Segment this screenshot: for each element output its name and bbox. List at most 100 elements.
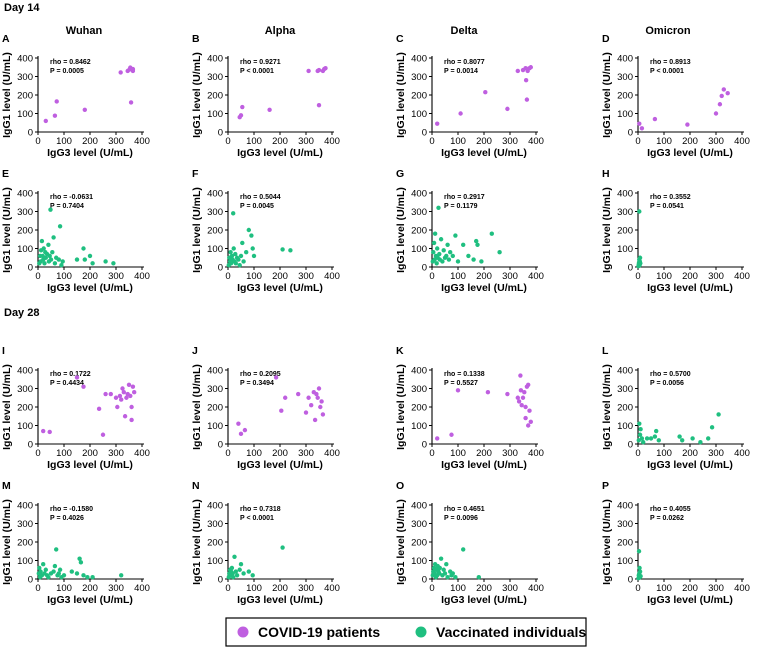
panel-k-ytick-label: 300 — [411, 384, 427, 395]
panel-d-ytick-label: 0 — [628, 127, 633, 138]
panel-c-xtick-label: 0 — [429, 136, 434, 147]
panel-d-point-6 — [719, 93, 724, 99]
panel-o-point-23 — [476, 574, 481, 580]
panel-p-y-label: IgG1 level (U/mL) — [601, 499, 613, 585]
panel-n-ytick-label: 100 — [207, 556, 223, 567]
panel-g-point-2 — [431, 240, 437, 246]
panel-m-point-16 — [57, 567, 63, 572]
panel-b-ytick-label: 300 — [207, 72, 223, 83]
panel-k-ytick-label: 200 — [411, 402, 427, 413]
panel-l-point-12 — [680, 438, 685, 443]
panel-b-xtick-label: 200 — [272, 136, 288, 147]
panel-o-point-15 — [442, 571, 448, 576]
panel-i-point-6 — [103, 391, 108, 397]
panel-e-xtick-label: 400 — [134, 271, 150, 282]
panel-d-x-label: IgG3 level (U/mL) — [647, 147, 733, 159]
panel-i-x-label: IgG3 level (U/mL) — [47, 459, 133, 471]
panel-m-ytick-label: 100 — [17, 556, 33, 567]
panel-i-point-15 — [124, 395, 129, 400]
panel-l-y-label: IgG1 level (U/mL) — [601, 364, 613, 450]
panel-o-xtick-label: 100 — [450, 583, 466, 594]
panel-f-point-18 — [244, 250, 249, 255]
panel-f-xtick-label: 0 — [225, 271, 230, 282]
panel-c-ytick-label: 200 — [411, 90, 427, 101]
panel-i-xtick-label: 400 — [134, 448, 150, 459]
panel-m-ytick-label: 300 — [17, 519, 33, 530]
panel-k-letter: K — [396, 345, 404, 357]
panel-o-point-22 — [461, 547, 466, 552]
panel-b-x-label: IgG3 level (U/mL) — [237, 147, 323, 159]
panel-h-ytick-label: 200 — [617, 225, 633, 236]
panel-i-point-13 — [121, 390, 127, 395]
panel-a-xtick-label: 200 — [82, 136, 98, 147]
panel-k-point-15 — [526, 382, 531, 387]
panel-j-point-17 — [320, 412, 326, 417]
panel-p-xtick-label: 400 — [734, 583, 750, 594]
panel-j-ytick-label: 100 — [207, 421, 223, 432]
panel-d-point-2 — [652, 116, 658, 122]
panel-m-point-20 — [74, 571, 80, 576]
panel-e-point-28 — [87, 253, 93, 259]
panel-l-xtick-label: 200 — [682, 448, 698, 459]
panel-p-x-label: IgG3 level (U/mL) — [647, 594, 733, 606]
panel-a-point-10 — [130, 66, 136, 72]
panel-n-point-11 — [237, 567, 242, 572]
panel-k-point-0 — [435, 436, 440, 441]
panel-h-xtick-label: 300 — [708, 271, 724, 282]
panel-f-point-21 — [250, 246, 255, 251]
panel-f-ytick-label: 400 — [207, 188, 223, 199]
panel-i-point-9 — [115, 404, 120, 410]
panel-g-point-10 — [437, 251, 442, 257]
panel-k-ytick-label: 100 — [411, 421, 427, 432]
panel-i-xtick-label: 0 — [35, 448, 40, 459]
panel-f-letter: F — [192, 168, 199, 180]
panel-o-point-12 — [438, 556, 444, 561]
panel-j-point-3 — [273, 375, 279, 380]
panel-c-point-11 — [528, 65, 533, 70]
panel-j-point-4 — [279, 408, 284, 413]
panel-b-rho: rho = 0.9271 — [240, 59, 281, 66]
panel-c-point-4 — [515, 68, 520, 74]
panel-o-letter: O — [396, 480, 404, 492]
panel-o-point-11 — [437, 565, 442, 571]
panel-d-p-value: P < 0.0001 — [650, 68, 684, 75]
panel-b-point-7 — [316, 102, 322, 108]
panel-e-point-27 — [82, 257, 88, 262]
panel-f-point-7 — [231, 211, 236, 216]
panel-n-p-value: P < 0.0001 — [240, 515, 274, 522]
panel-l-point-5 — [641, 439, 646, 445]
panel-c-ytick-label: 400 — [411, 53, 427, 64]
panel-d-ytick-label: 400 — [617, 53, 633, 64]
panel-b-point-6 — [316, 67, 322, 73]
panel-p-letter: P — [602, 480, 609, 492]
panel-l-xtick-label: 400 — [734, 448, 750, 459]
panel-b-point-1 — [238, 113, 244, 118]
panel-j-point-11 — [312, 417, 318, 423]
panel-j-xtick-label: 0 — [225, 448, 230, 459]
panel-b-point-2 — [240, 104, 245, 110]
panel-d-ytick-label: 300 — [617, 72, 633, 83]
panel-f-point-22 — [251, 253, 257, 259]
panel-i-point-1 — [47, 429, 52, 435]
panel-g-y-label: IgG1 level (U/mL) — [395, 187, 407, 273]
panel-e-point-10 — [43, 255, 48, 260]
panel-g-ytick-label: 300 — [411, 207, 427, 218]
panel-j-point-1 — [238, 431, 244, 437]
panel-o-ytick-label: 300 — [411, 519, 427, 530]
panel-i-p-value: P = 0.4434 — [50, 380, 84, 387]
panel-g-point-24 — [466, 253, 471, 259]
panel-g-point-13 — [440, 259, 445, 264]
panel-e-point-16 — [48, 257, 54, 262]
panel-e-point-7 — [41, 246, 46, 251]
panel-e-point-8 — [42, 261, 47, 266]
panel-l-point-14 — [698, 439, 703, 445]
panel-c-point-2 — [483, 90, 488, 95]
panel-b-xtick-label: 0 — [225, 136, 230, 147]
panel-n-point-9 — [233, 569, 238, 574]
panel-e-point-26 — [81, 246, 86, 251]
panel-a-ytick-label: 0 — [28, 127, 33, 138]
